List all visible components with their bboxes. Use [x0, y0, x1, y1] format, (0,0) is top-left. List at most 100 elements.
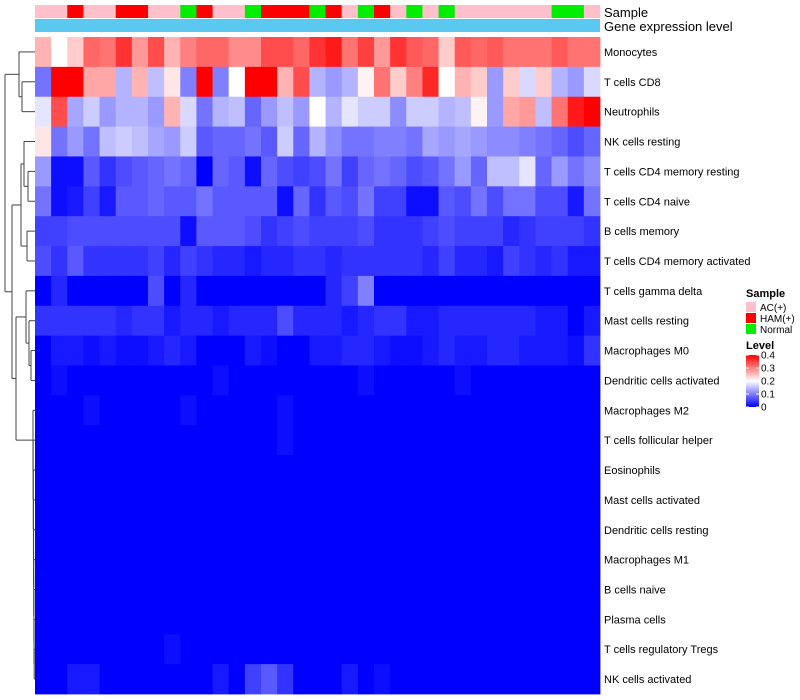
row-label: T cells follicular helper — [604, 435, 713, 447]
row-label: Macrophages M0 — [604, 346, 689, 358]
heatmap-cell — [567, 216, 585, 247]
heatmap-cell — [164, 484, 181, 516]
heatmap-cell — [341, 335, 359, 366]
heatmap-cell — [325, 634, 343, 665]
sample-annotation-label: Sample — [604, 5, 648, 20]
heatmap-cell — [583, 634, 601, 665]
heatmap-cell — [583, 455, 601, 486]
heatmap-cell — [487, 37, 504, 68]
heatmap-cell — [567, 66, 585, 98]
heatmap-cell — [535, 37, 552, 68]
heatmap-cell — [228, 544, 246, 575]
heatmap-cell — [535, 395, 552, 426]
heatmap-cell — [406, 604, 423, 635]
heatmap-cell — [212, 275, 230, 307]
heatmap-cell — [503, 574, 520, 605]
heatmap-cell — [51, 395, 68, 426]
heatmap-cell — [67, 216, 84, 247]
heatmap-cell — [228, 96, 246, 127]
heatmap-cell — [535, 156, 552, 187]
heatmap-cell — [519, 484, 536, 516]
heatmap-cell — [551, 634, 569, 665]
heatmap-cell — [422, 544, 439, 575]
heatmap-cell — [180, 156, 197, 187]
heatmap-cell — [196, 335, 213, 366]
heatmap-cell — [470, 395, 488, 426]
heatmap-cell — [99, 634, 117, 665]
legend-entry-label: Normal — [760, 325, 792, 336]
heatmap-cell — [551, 664, 569, 695]
heatmap-cells — [35, 37, 601, 695]
heatmap-cell — [535, 574, 552, 605]
heatmap-cell — [164, 604, 181, 635]
heatmap-cell — [293, 37, 310, 68]
heatmap-cell — [454, 634, 472, 665]
heatmap-cell — [341, 305, 359, 337]
sample-annotation-cell — [567, 5, 585, 18]
heatmap-cell — [341, 96, 359, 127]
row-label: Macrophages M2 — [604, 405, 689, 417]
legend: Sample AC(+)HAM(+)Normal Level 0.4 0.3 0.2… — [746, 288, 795, 414]
heatmap-cell — [374, 634, 391, 665]
heatmap-cell — [196, 604, 213, 635]
sample-annotation-cell — [309, 5, 326, 18]
legend-entry-label: AC(+) — [760, 303, 786, 314]
heatmap-cell — [131, 574, 149, 605]
heatmap-cell — [212, 634, 230, 665]
heatmap-cell — [422, 156, 439, 187]
heatmap-cell — [374, 305, 391, 337]
heatmap-cell — [470, 275, 488, 307]
heatmap-cell — [164, 37, 181, 68]
heatmap-cell — [67, 574, 84, 605]
heatmap-cell — [51, 126, 68, 157]
heatmap-cell — [438, 305, 456, 337]
heatmap-cell — [325, 604, 343, 635]
heatmap-cell — [470, 425, 488, 456]
heatmap-cell — [551, 484, 569, 516]
heatmap-cell — [164, 455, 181, 486]
heatmap-cell — [83, 335, 100, 366]
heatmap-cell — [131, 216, 149, 247]
sample-annotation-cell — [406, 5, 423, 18]
heatmap-cell — [261, 335, 278, 366]
heatmap-cell — [148, 365, 165, 396]
legend-tick-label: 0.1 — [761, 390, 775, 401]
sample-annotation-cell — [422, 5, 439, 18]
heatmap-cell — [67, 305, 84, 337]
heatmap-cell — [567, 395, 585, 426]
heatmap-cell — [228, 335, 246, 366]
heatmap-cell — [503, 96, 520, 127]
heatmap-cell — [293, 126, 310, 157]
heatmap-cell — [180, 186, 197, 217]
heatmap-cell — [180, 126, 197, 157]
heatmap-cell — [115, 96, 133, 127]
heatmap-cell — [35, 96, 52, 127]
heatmap-cell — [325, 425, 343, 456]
heatmap-cell — [357, 425, 375, 456]
heatmap-cell — [519, 335, 536, 366]
heatmap-cell — [115, 335, 133, 366]
heatmap-cell — [583, 186, 601, 217]
sample-annotation-cell — [180, 5, 197, 18]
heatmap-cell — [115, 574, 133, 605]
heatmap-cell — [487, 634, 504, 665]
sample-annotation-cell — [293, 5, 310, 18]
heatmap-cell — [196, 395, 213, 426]
heatmap-cell — [374, 574, 391, 605]
heatmap-cell — [454, 305, 472, 337]
heatmap-cell — [228, 664, 246, 695]
heatmap-cell — [83, 156, 100, 187]
heatmap-cell — [35, 156, 52, 187]
heatmap-cell — [148, 66, 165, 98]
heatmap-cell — [261, 664, 278, 695]
heatmap-cell — [83, 574, 100, 605]
heatmap-cell — [261, 455, 278, 486]
heatmap-cell — [390, 216, 407, 247]
heatmap-cell — [212, 246, 230, 277]
heatmap-cell — [99, 544, 117, 575]
heatmap-cell — [148, 664, 165, 695]
heatmap-cell — [180, 634, 197, 665]
heatmap-cell — [212, 186, 230, 217]
heatmap-cell — [406, 544, 423, 575]
heatmap-cell — [325, 574, 343, 605]
